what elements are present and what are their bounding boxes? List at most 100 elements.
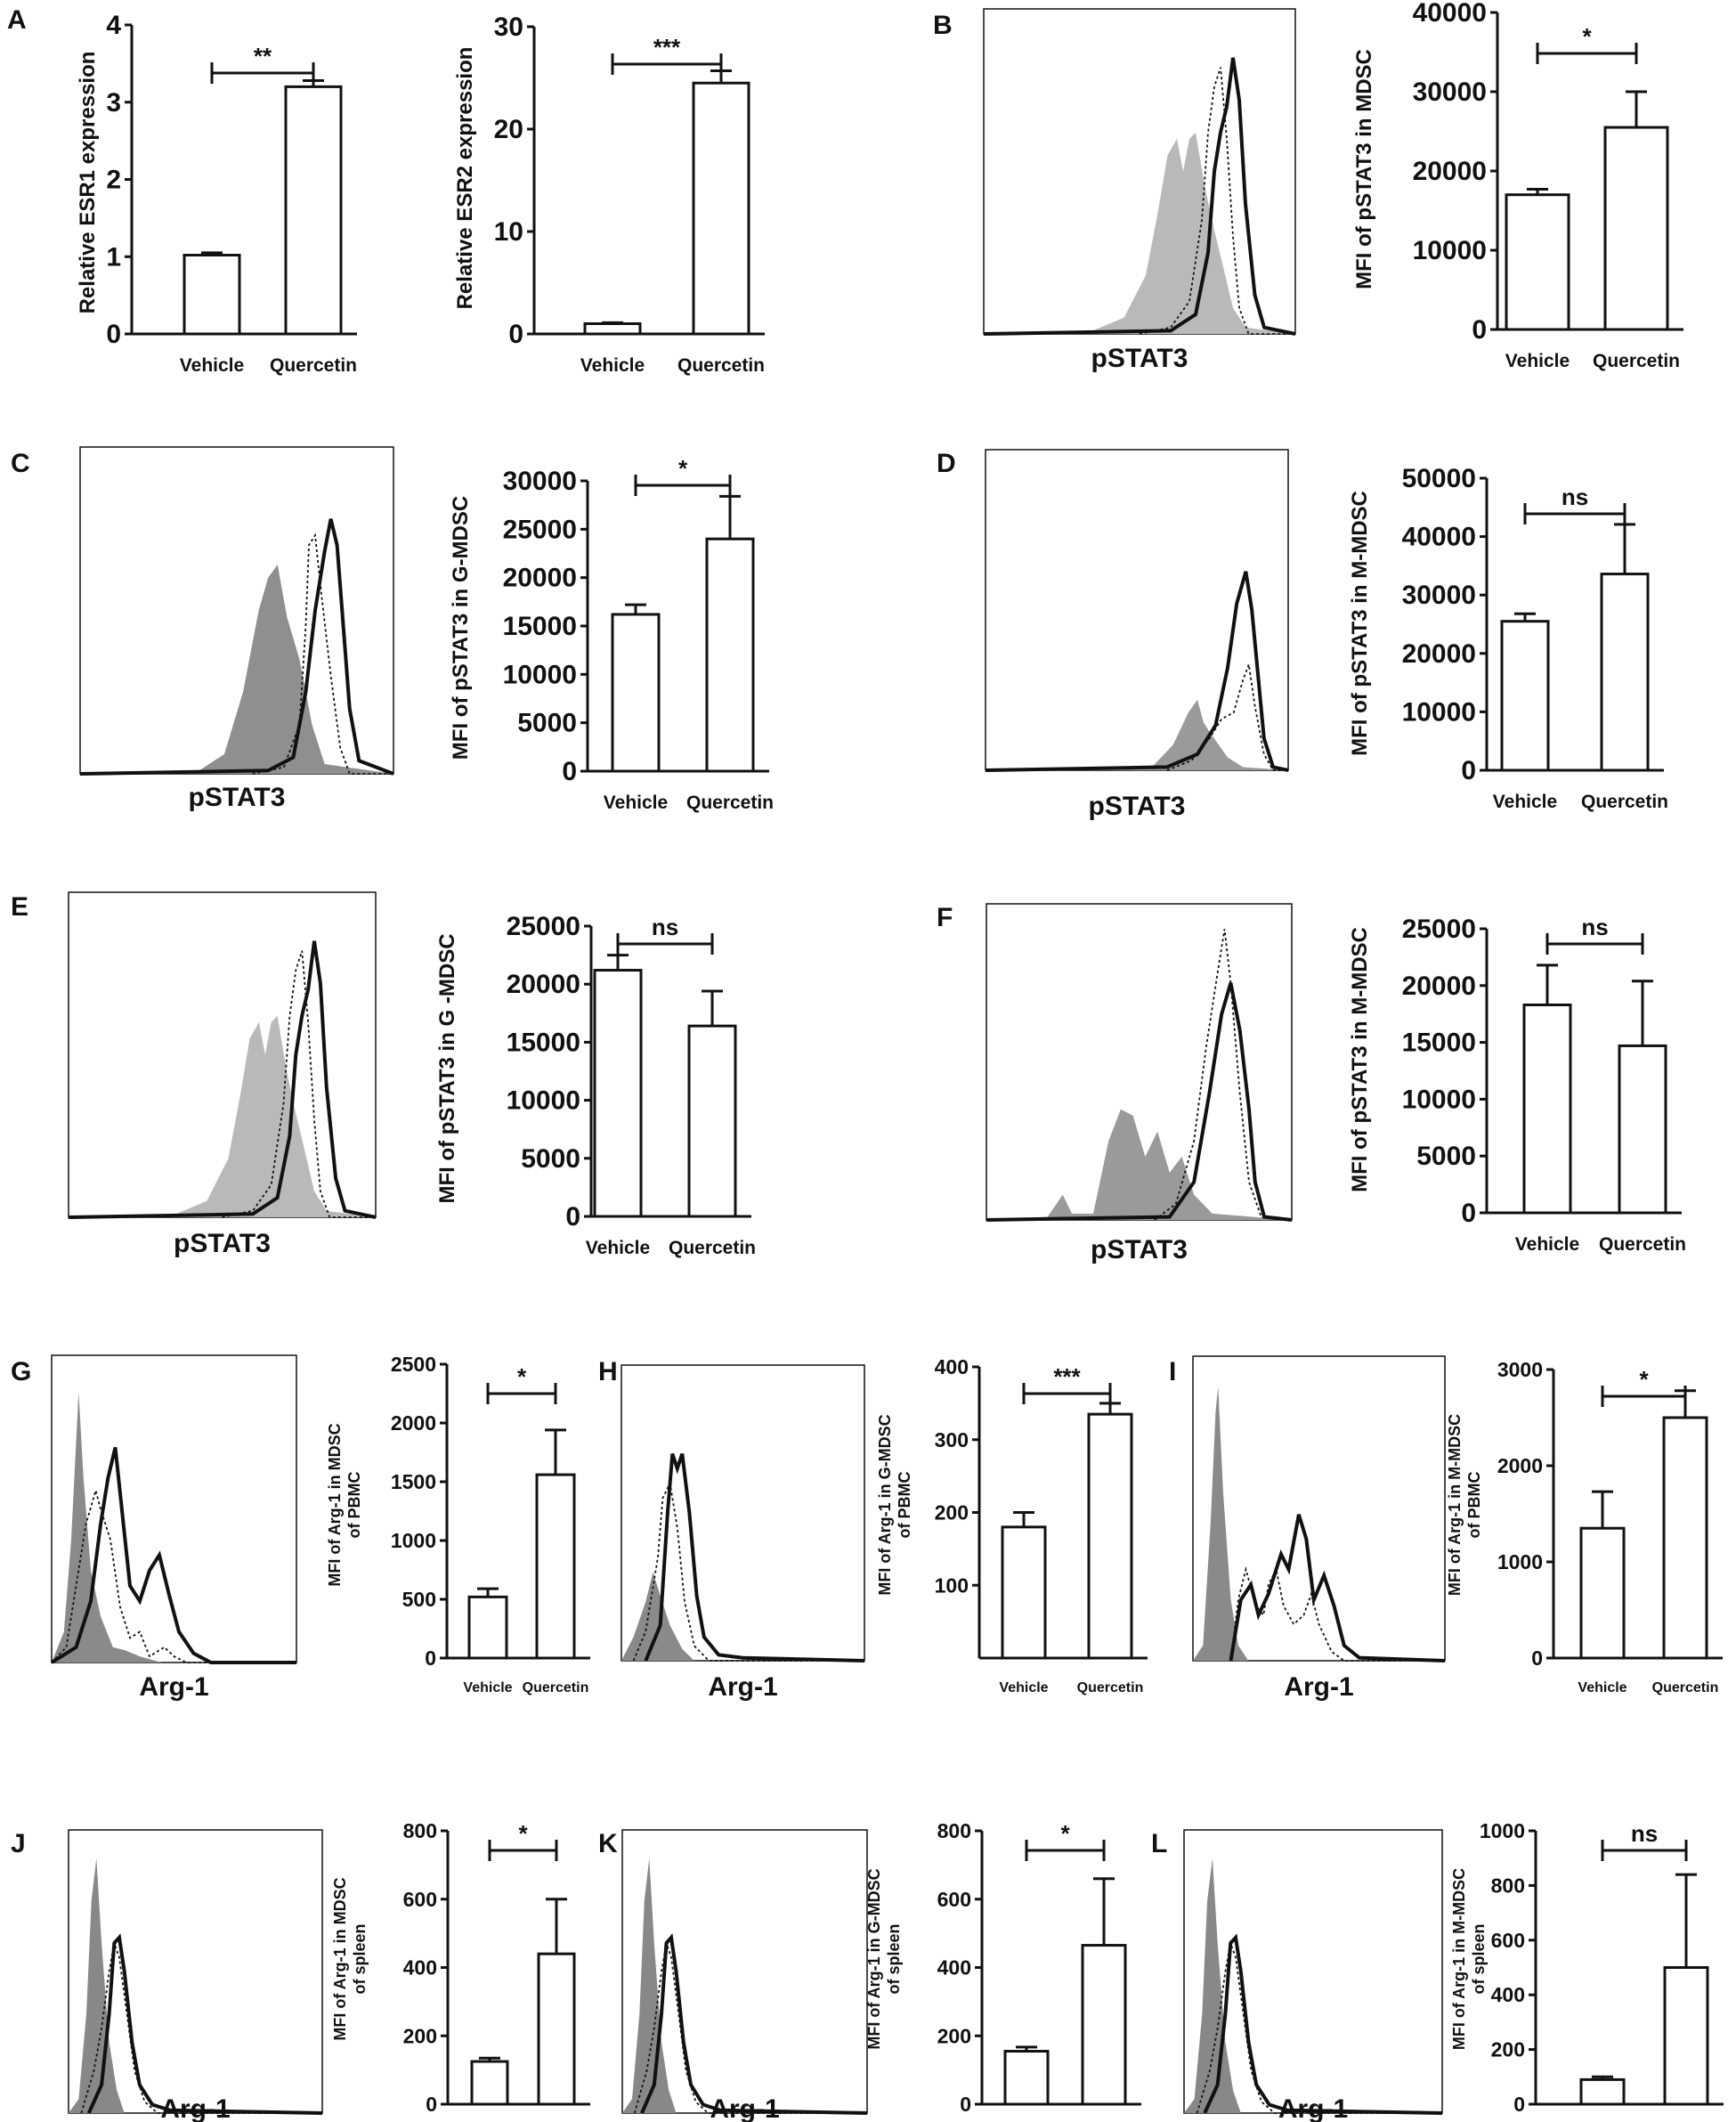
histogram-xlabel: pSTAT3 (1089, 792, 1186, 821)
histogram-xlabel: Arg-1 (1278, 2094, 1348, 2122)
panel-ih: I Arg-1 (1169, 1355, 1446, 1702)
panel-a1: A 0 1 2 3 4 Vehicle Quercetin ** Relative ESR1 ex… (7, 5, 357, 376)
histogram-vehicle-curve (633, 1942, 867, 2114)
y-tick-label: 400 (1491, 1983, 1525, 2006)
sig-label: * (1582, 23, 1592, 50)
y-axis-label-line1: MFI of Arg-1 in MDSC (326, 1423, 344, 1586)
y-tick-label: 20000 (1402, 972, 1476, 1001)
y-tick-label: 1500 (391, 1470, 436, 1493)
bar-quercetin (1087, 1412, 1133, 1660)
y-tick-label: 30000 (503, 467, 577, 496)
x-category-label: Vehicle (1493, 792, 1557, 812)
histogram-quercetin-curve (983, 57, 1296, 336)
panel-h: 100 200 300 400 Vehicle Quercetin *** MFI of Ar… (876, 1355, 1148, 1695)
y-tick-label: 2500 (391, 1353, 436, 1376)
y-axis-label: MFI of Arg-1 in MDSC of PBMC (326, 1423, 363, 1586)
x-category-label: Quercetin (686, 793, 774, 813)
y-axis-label-text: MFI of pSTAT3 in G-MDSC (449, 496, 473, 760)
y-tick-label: 10000 (503, 660, 577, 689)
panel-letter: E (11, 892, 28, 922)
histogram-xlabel: Arg-1 (139, 1672, 208, 1702)
y-tick-label: 2 (106, 166, 121, 195)
x-category-label: Quercetin (669, 1238, 756, 1258)
y-tick-label: 20000 (503, 564, 577, 593)
panel-letter: I (1169, 1357, 1176, 1386)
y-tick-label: 10000 (1413, 236, 1487, 265)
panel-l: 02004006008001000VehicleQuercetinnsMFI o… (1450, 1819, 1724, 2116)
y-tick-label: 30 (494, 12, 523, 42)
sig-label: * (518, 1820, 528, 1847)
y-axis-label: MFI of Arg-1 in G-MDSC of spleen (865, 1868, 903, 2049)
y-tick-label: 5000 (1416, 1142, 1476, 1171)
y-axis-label: MFI of Arg-1 in M-MDSC of spleen (1450, 1868, 1488, 2050)
y-tick-label: 15000 (1402, 1028, 1476, 1058)
y-axis-label: Relative ESR2 expression (453, 47, 477, 310)
panel-c: 0 5000 10000 15000 20000 25000 30000 Vehicle Que… (449, 455, 774, 813)
y-tick-label: 400 (935, 1355, 969, 1378)
histogram-frame (68, 891, 377, 1218)
panel-k: 0200400600800VehicleQuercetin*MFI of Arg… (865, 1819, 1141, 2116)
y-axis-label-line2: of PBMC (345, 1472, 363, 1539)
histogram-isotype-fill (622, 1858, 867, 2113)
panel-letter: G (11, 1357, 31, 1386)
bar-vehicle (583, 322, 642, 336)
y-axis-label: MFI of Arg-1 in G-MDSC of PBMC (876, 1414, 913, 1595)
x-category-label: Vehicle (1515, 1234, 1579, 1255)
y-tick-label: 5000 (517, 709, 577, 738)
y-tick-label: 20000 (1402, 639, 1476, 669)
bar-vehicle (611, 613, 661, 773)
x-category-label: Quercetin (1077, 1680, 1144, 1695)
histogram-quercetin-curve (986, 982, 1293, 1222)
y-tick-label: 1000 (391, 1529, 436, 1552)
histogram-isotype-fill (1184, 1858, 1442, 2113)
panel-letter: H (598, 1357, 618, 1386)
bar-vehicle (1579, 2077, 1626, 2106)
y-axis-label-line2: of PBMC (896, 1472, 913, 1539)
bar-quercetin (1662, 1416, 1708, 1660)
histogram-isotype-fill (986, 1109, 1292, 1220)
bar-vehicle (1505, 193, 1570, 331)
x-category-label: Vehicle (463, 1680, 512, 1695)
panel-lh: L Arg-1 (1151, 1829, 1443, 2122)
sig-label: ns (1562, 484, 1588, 510)
sig-label: * (1060, 1820, 1070, 1847)
y-axis-label-line2: of PBMC (1465, 1472, 1483, 1539)
panel-jh: J Arg-1 (11, 1829, 323, 2122)
bar-vehicle (183, 254, 241, 336)
y-axis-label-line1: MFI of Arg-1 in M-MDSC (1446, 1414, 1464, 1596)
y-axis-label: Relative ESR1 expression (76, 52, 100, 314)
panel-a2: 0 10 20 30 Vehicle Quercetin *** Relative ESR2 … (453, 12, 765, 376)
y-axis-label: MFI of Arg-1 in MDSC of spleen (331, 1877, 369, 2040)
y-tick-label: 10000 (1402, 1085, 1476, 1114)
histogram-xlabel: pSTAT3 (1091, 1235, 1188, 1264)
x-category-label: Vehicle (180, 355, 244, 376)
y-tick-label: 0 (562, 757, 577, 786)
y-tick-label: 800 (403, 1819, 437, 1842)
bar-quercetin (1600, 573, 1650, 772)
y-tick-label: 800 (1491, 1874, 1525, 1897)
y-axis-label: MFI of pSTAT3 in G -MDSC (435, 933, 459, 1203)
y-axis-label-text: Relative ESR1 expression (76, 52, 100, 314)
y-tick-label: 600 (1491, 1929, 1525, 1952)
y-tick-label: 300 (935, 1428, 969, 1451)
y-tick-label: 1000 (1497, 1550, 1543, 1573)
y-tick-label: 0 (1461, 1199, 1476, 1228)
y-axis-label: MFI of pSTAT3 in M-MDSC (1348, 491, 1372, 756)
y-axis-label-line1: MFI of Arg-1 in G-MDSC (865, 1868, 883, 2049)
histogram-xlabel: Arg-1 (710, 2094, 779, 2122)
x-category-label: Vehicle (1505, 351, 1570, 371)
panel-f: 0 5000 10000 15000 20000 25000 Vehicle Querceti… (1348, 914, 1686, 1255)
bar-quercetin (535, 1473, 576, 1660)
histogram-quercetin-curve (1203, 1933, 1443, 2115)
bar-quercetin (1603, 126, 1669, 331)
sig-label: * (1639, 1366, 1649, 1393)
x-category-label: Quercetin (1599, 1234, 1686, 1255)
y-axis-label-line2: of spleen (885, 1923, 903, 1994)
sig-label: * (678, 455, 688, 482)
bar-vehicle (1001, 1525, 1047, 1660)
y-tick-label: 1000 (1480, 1819, 1525, 1842)
panel-letter: B (933, 11, 953, 40)
y-tick-label: 0 (565, 1202, 580, 1232)
x-category-label: Vehicle (604, 793, 668, 813)
